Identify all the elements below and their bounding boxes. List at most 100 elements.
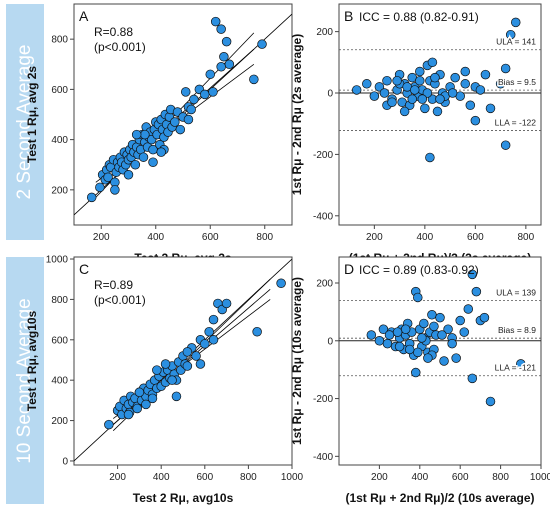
- y-tick-label: 600: [51, 85, 68, 96]
- data-point: [156, 147, 166, 157]
- data-point: [224, 59, 235, 70]
- x-tick-label: 400: [147, 232, 164, 243]
- data-point: [516, 359, 526, 369]
- x-tick-label: 800: [256, 232, 273, 243]
- data-point: [382, 75, 392, 86]
- data-point: [400, 324, 411, 334]
- x-tick-label: 600: [202, 232, 219, 243]
- y-axis-label: Test 1 Rμ, avg 2s: [25, 66, 39, 163]
- x-tick-label: 400: [411, 472, 428, 483]
- data-point: [191, 351, 201, 361]
- data-point: [495, 79, 506, 89]
- y-tick-label: -200: [313, 394, 333, 405]
- data-point: [410, 85, 420, 95]
- data-point: [249, 74, 259, 85]
- x-tick-label: 800: [518, 232, 535, 243]
- x-tick-label: 600: [467, 232, 484, 243]
- data-point: [123, 170, 134, 180]
- data-point: [505, 29, 516, 40]
- data-point: [205, 69, 216, 80]
- data-point: [379, 88, 390, 98]
- data-point: [420, 103, 430, 114]
- reference-line-label: LLA = -122: [495, 117, 537, 127]
- x-tick-label: 400: [417, 232, 434, 243]
- data-point: [384, 330, 395, 340]
- data-point: [479, 312, 490, 323]
- data-point: [180, 87, 191, 97]
- x-axis-label: Test 2 Rμ, avg10s: [133, 491, 234, 505]
- data-point: [455, 315, 465, 326]
- x-tick-label: 200: [109, 472, 126, 483]
- data-point: [407, 94, 417, 104]
- data-point: [210, 16, 221, 27]
- data-point: [257, 39, 267, 49]
- y-tick-label: 0: [327, 336, 333, 347]
- y-tick-label: -400: [313, 211, 333, 222]
- data-point: [447, 338, 457, 349]
- data-point: [366, 330, 377, 340]
- panel-letter: C: [79, 261, 89, 277]
- x-tick-label: 800: [492, 472, 509, 483]
- p-value-text: (p<0.001): [94, 293, 146, 307]
- data-point: [387, 97, 397, 107]
- data-point: [399, 106, 410, 117]
- y-tick-label: 0: [327, 89, 333, 100]
- data-point: [460, 79, 471, 89]
- data-point: [500, 63, 511, 74]
- icc-text: ICC = 0.88 (0.82-0.91): [359, 10, 479, 24]
- data-point: [208, 87, 218, 97]
- data-point: [175, 124, 186, 135]
- data-point: [200, 89, 210, 100]
- data-point: [447, 88, 458, 98]
- data-point: [417, 94, 428, 104]
- data-point: [463, 304, 474, 314]
- y-tick-label: 400: [51, 135, 68, 146]
- data-point: [160, 359, 171, 369]
- y-axis-label: 1st Rμ - 2nd Rμ (10s average): [290, 277, 304, 445]
- data-point: [465, 100, 476, 111]
- data-point: [183, 114, 194, 125]
- data-point: [216, 24, 226, 34]
- y-tick-label: 200: [316, 27, 333, 38]
- row-label-band-2s: 2 Second Average: [6, 4, 44, 240]
- plot-area: [339, 17, 541, 163]
- correlation-text: R=0.88: [94, 25, 133, 39]
- data-point: [394, 341, 405, 352]
- plot-area: [339, 269, 541, 407]
- data-point: [362, 79, 372, 89]
- reference-line-label: ULA = 139: [496, 288, 536, 298]
- data-point: [511, 17, 521, 28]
- data-point: [435, 94, 445, 104]
- data-point: [216, 62, 226, 72]
- data-point: [419, 318, 429, 329]
- data-point: [276, 278, 286, 289]
- data-point: [374, 82, 385, 92]
- y-tick-label: -400: [313, 452, 333, 463]
- data-point: [374, 336, 385, 346]
- y-tick-label: -200: [313, 150, 333, 161]
- x-tick-label: 200: [371, 472, 388, 483]
- data-point: [427, 57, 438, 68]
- data-point: [148, 157, 158, 167]
- y-axis-label: Test 1 Rμ, avg10s: [25, 310, 39, 411]
- data-point: [411, 367, 421, 378]
- panel-c: 200 400 600 800 1000 0 200 400 600 800 1000 Test 2 …: [25, 255, 304, 505]
- data-point: [422, 88, 433, 98]
- data-point: [252, 326, 262, 337]
- plot-area: [74, 258, 292, 462]
- correlation-text: R=0.89: [94, 278, 133, 292]
- data-point: [103, 172, 113, 183]
- data-point: [219, 51, 229, 62]
- data-point: [450, 72, 460, 83]
- data-point: [500, 140, 511, 150]
- x-tick-label: 600: [196, 472, 213, 483]
- data-point: [171, 391, 182, 402]
- data-point: [123, 409, 134, 420]
- data-point: [351, 85, 362, 95]
- data-point: [200, 339, 210, 349]
- y-axis-label: 1st Rμ - 2nd Rμ (2s average): [290, 34, 304, 195]
- data-point: [430, 72, 440, 83]
- data-point: [417, 333, 427, 343]
